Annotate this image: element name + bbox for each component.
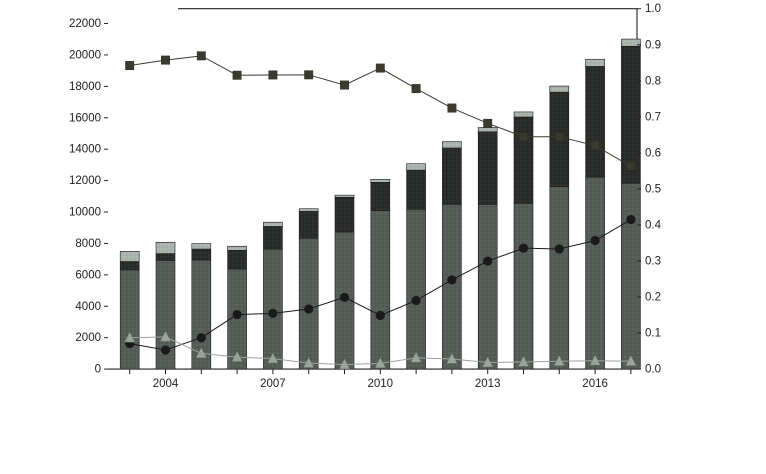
svg-text:10000: 10000 (69, 207, 101, 219)
svg-text:2016: 2016 (582, 378, 608, 390)
svg-text:2010: 2010 (368, 378, 394, 390)
svg-text:2013: 2013 (475, 378, 501, 390)
svg-text:2000: 2000 (75, 332, 101, 344)
svg-text:0.0: 0.0 (645, 364, 661, 376)
svg-text:0.5: 0.5 (645, 183, 661, 195)
svg-text:22000: 22000 (69, 18, 101, 30)
svg-text:0.8: 0.8 (645, 75, 661, 87)
svg-text:8000: 8000 (75, 238, 101, 250)
svg-text:16000: 16000 (69, 112, 101, 124)
svg-text:1.0: 1.0 (645, 3, 661, 15)
svg-text:0.6: 0.6 (645, 147, 661, 159)
svg-text:0.7: 0.7 (645, 111, 661, 123)
svg-text:4000: 4000 (75, 301, 101, 313)
svg-text:0.2: 0.2 (645, 292, 661, 304)
svg-text:0.3: 0.3 (645, 255, 661, 267)
svg-text:0.4: 0.4 (645, 219, 662, 231)
svg-text:0: 0 (95, 364, 101, 376)
svg-text:6000: 6000 (75, 269, 101, 281)
svg-text:2004: 2004 (153, 378, 179, 390)
svg-text:0.1: 0.1 (645, 328, 661, 340)
svg-text:14000: 14000 (69, 144, 101, 156)
svg-text:0.9: 0.9 (645, 39, 661, 51)
svg-text:18000: 18000 (69, 81, 101, 93)
svg-text:12000: 12000 (69, 175, 101, 187)
svg-text:2007: 2007 (260, 378, 286, 390)
svg-text:20000: 20000 (69, 49, 101, 61)
